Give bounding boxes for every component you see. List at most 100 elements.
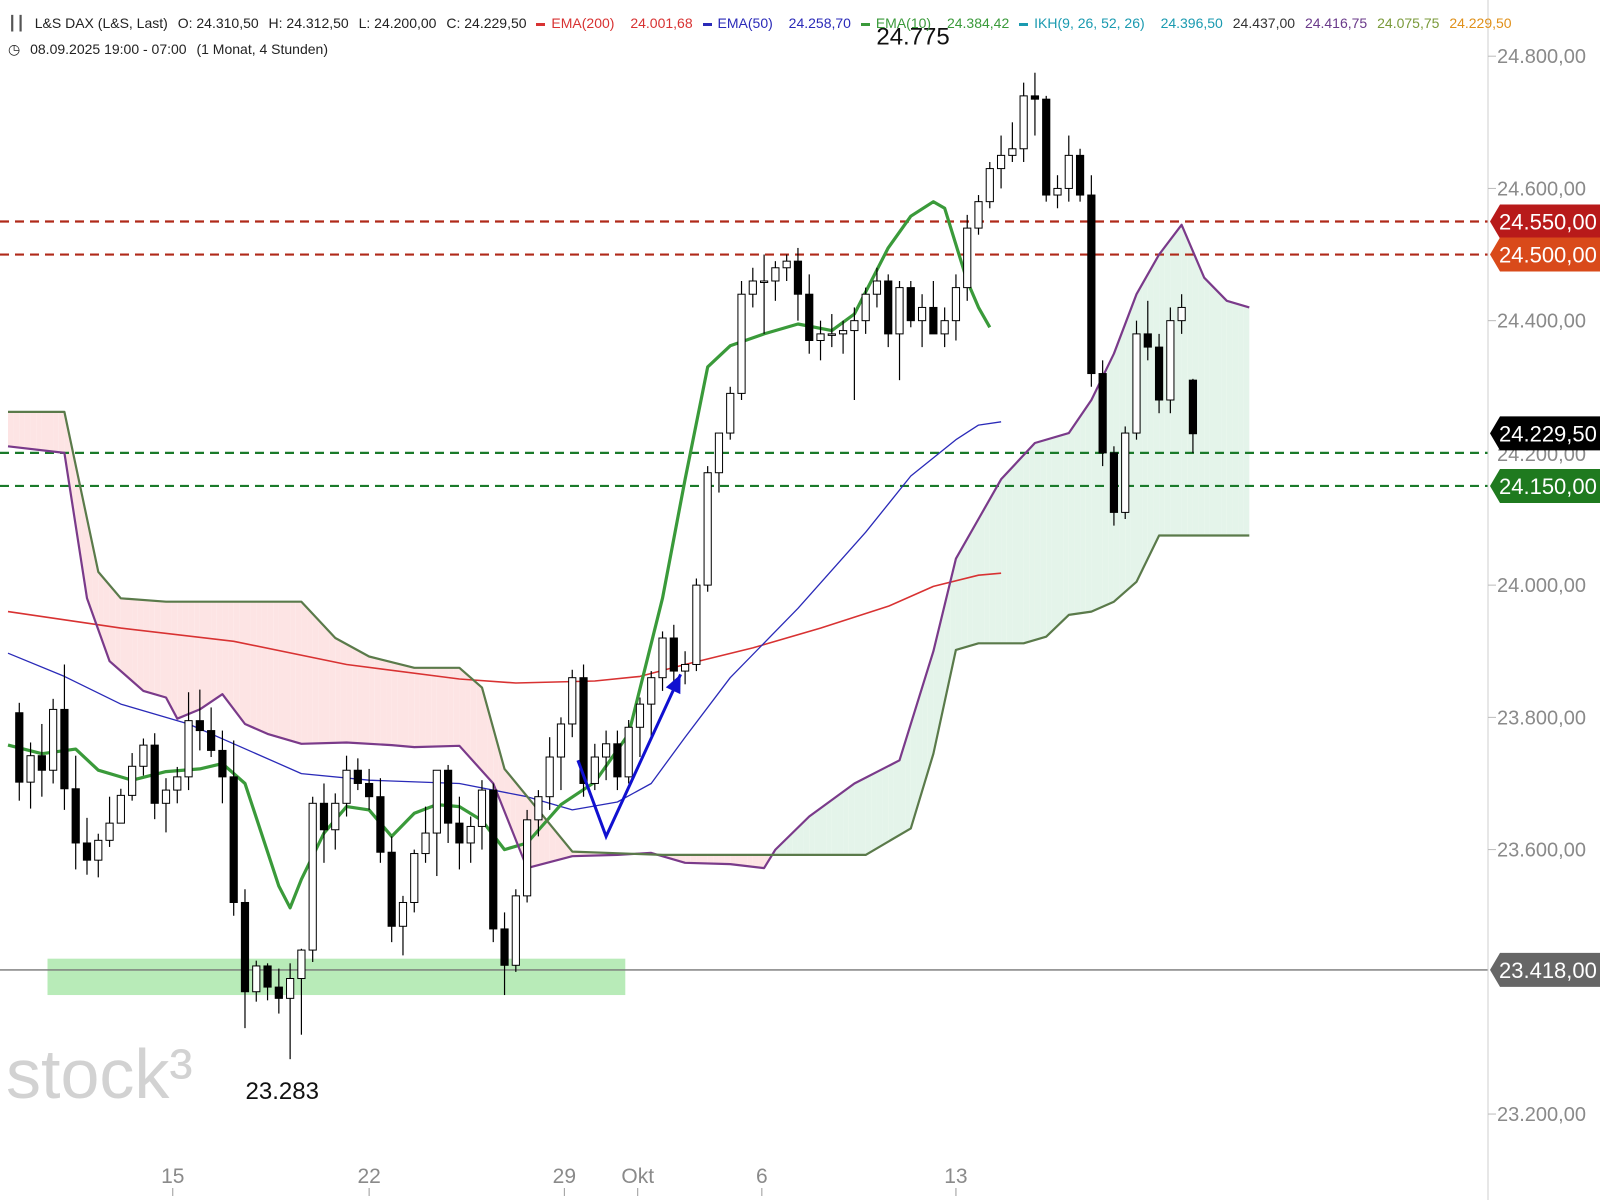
candle-body [929,306,938,335]
chart-header: ┃┃ L&S DAX (L&S, Last) O: 24.310,50 H: 2… [8,10,1518,62]
cloud-segment [1012,461,1019,644]
cloud-segment [465,672,471,759]
cloud-segment [103,578,110,662]
cloud-segment [120,598,127,677]
candle-body [398,901,408,927]
cloud-segment [826,800,832,855]
cloud-segment [702,854,708,864]
y-tick-label: 24.400,00 [1497,311,1586,333]
cloud-segment [386,660,392,746]
candle-body [737,293,746,394]
candle-body [500,928,509,966]
candle-body [139,744,148,767]
candle-body [996,154,1006,170]
cloud-segment [205,601,212,706]
candle-body [387,851,396,927]
cloud-segment [1051,436,1058,632]
candle-body [410,853,419,903]
annotations: 24.775 23.283 [246,24,950,1105]
candle-body [1132,333,1141,434]
cloud-segment [188,601,195,715]
x-tick-label: 13 [944,1165,967,1188]
candle-body [49,708,58,771]
candle-body [319,802,329,831]
candle-body [308,802,317,951]
cloud-segment [893,760,900,839]
ema200-label: EMA(200) [551,15,615,31]
cloud-segment [910,705,917,829]
candle-body [82,842,92,861]
cloud-segment [510,775,516,840]
cloud-segment [797,822,804,855]
candle-body [963,227,972,289]
legend-ema50[interactable]: EMA(50) [702,15,779,31]
candle-body [793,260,803,295]
cloud-segment [335,638,341,743]
cloud-segment [555,830,561,861]
timeframe-text: (1 Monat, 4 Stunden) [196,41,328,57]
cloud-segment [1023,449,1030,644]
candle-body [353,769,362,784]
candle-body [545,756,554,798]
cloud-segment [165,601,172,709]
price-tag: 24.550,00 [1490,204,1600,239]
cloud-segment [515,782,522,854]
candle-body [917,306,927,322]
legend-ikh[interactable]: IKH(9, 26, 52, 26) [1019,15,1151,31]
cloud-segment [244,601,251,727]
price-tag-label: 23.418,00 [1499,958,1597,983]
candle-body [207,730,216,751]
cloud-segment [8,411,14,447]
candle-body [1188,379,1198,435]
cloud-segment [1018,455,1024,644]
cloud-segment [64,411,71,490]
trend-arrow-line [576,673,682,841]
candle-body [105,822,114,841]
y-tick-label: 24.000,00 [1497,575,1586,597]
cloud-segment [182,601,189,717]
candle-body [940,320,949,335]
candle-body [1121,432,1130,513]
candles [15,72,1198,1060]
cloud-segment [222,601,229,702]
cloud-segment [1226,300,1233,536]
cloud-segment [47,411,54,452]
candle-body [523,819,532,897]
cloud-segment [273,601,279,738]
candle-body [1177,306,1186,322]
legend-ema10[interactable]: EMA(10) [860,15,937,31]
cloud-segment [442,667,449,747]
candle-body [703,472,712,586]
support-zone-rect [47,958,626,996]
cloud-segment [803,816,810,855]
cloud-segment [1085,400,1092,613]
cloud-segment [261,601,268,734]
y-tick-label: 24.600,00 [1497,178,1586,200]
cloud-segment [397,663,403,747]
y-tick-label: 23.200,00 [1497,1104,1586,1126]
cloud-segment [865,774,872,855]
cloud-segment [1080,408,1086,614]
candle-body [895,287,904,335]
legend-ema200[interactable]: EMA(200) [536,15,620,31]
cloud-segment [352,647,358,744]
candle-body [263,965,272,988]
cloud-segment [13,411,20,448]
cloud-segment [1040,439,1047,639]
trend-arrow [576,673,682,841]
candle-body [624,726,633,778]
candle-body [444,769,453,824]
cloud-segment [544,817,550,864]
candle-body [94,839,103,861]
cloud-segment [115,591,121,672]
candle-body [726,392,735,434]
candle-body [511,895,520,966]
cloud-segment [307,607,313,744]
ohlc-close: C: 24.229,50 [446,15,527,31]
candle-body [669,637,678,672]
price-tag-label: 24.500,00 [1499,243,1597,268]
ohlc-high: H: 24.312,50 [268,15,349,31]
cloud-segment [278,601,285,739]
cloud-segment [916,687,923,810]
